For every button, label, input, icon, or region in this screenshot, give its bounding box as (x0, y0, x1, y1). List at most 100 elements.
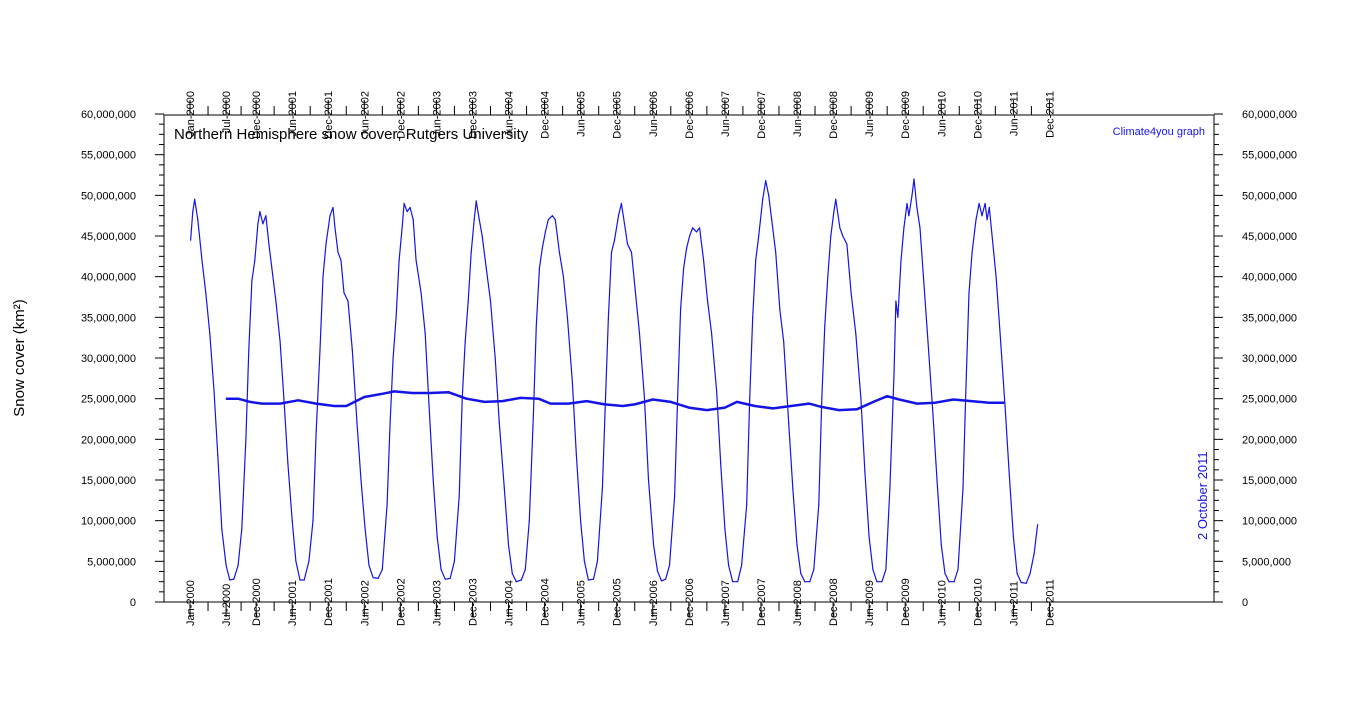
data-point (547, 219, 549, 221)
data-point (205, 292, 207, 294)
data-point (259, 211, 261, 213)
data-point (254, 259, 256, 261)
data-point (241, 528, 243, 530)
data-point (449, 577, 451, 580)
data-point (470, 251, 472, 253)
data-point (524, 568, 526, 571)
data-point (1008, 471, 1010, 473)
x-tick-label-bottom: Dec-2010 (972, 578, 984, 626)
data-point (550, 403, 552, 405)
data-point (381, 568, 383, 571)
data-point (299, 579, 301, 581)
data-point (262, 223, 264, 225)
data-point (978, 202, 980, 205)
y-tick-label-left: 30,000,000 (81, 353, 136, 365)
data-point (333, 405, 335, 407)
y-tick-label-right: 20,000,000 (1242, 434, 1297, 446)
data-point (329, 215, 331, 217)
data-point (830, 235, 832, 237)
data-point (876, 581, 878, 583)
data-point (868, 536, 870, 538)
data-point (251, 280, 253, 282)
data-point (498, 422, 500, 424)
data-point (893, 373, 895, 375)
data-point (432, 479, 434, 481)
data-point (312, 520, 314, 522)
data-point (772, 407, 774, 409)
y-tick-label-right: 35,000,000 (1242, 312, 1297, 324)
x-tick-label-top: Jun-2001 (287, 91, 299, 137)
data-point (720, 463, 722, 465)
data-point (824, 324, 826, 327)
data-point (623, 223, 626, 225)
data-point (988, 206, 990, 209)
x-tick-label-bottom: Dec-2003 (467, 578, 479, 626)
data-point (607, 316, 610, 318)
data-point (885, 568, 887, 571)
data-point (732, 581, 734, 583)
data-point (363, 396, 365, 398)
data-point (566, 316, 569, 318)
x-tick-label-top: Dec-2004 (540, 91, 552, 139)
data-point (911, 194, 913, 196)
data-point (381, 393, 383, 395)
data-point (315, 430, 317, 432)
x-tick-label-top: Jun-2011 (1008, 91, 1020, 136)
data-point (916, 403, 918, 405)
data-point (940, 544, 942, 546)
plot-frame (163, 114, 1215, 603)
data-point (420, 292, 422, 294)
data-point (952, 398, 954, 401)
y-tick-label-right: 0 (1242, 597, 1248, 609)
data-point (444, 578, 446, 580)
data-point (668, 564, 671, 567)
data-point (788, 422, 790, 424)
data-point (221, 528, 223, 530)
data-point (656, 570, 659, 572)
data-point (515, 581, 517, 583)
data-point (818, 503, 820, 505)
x-tick-label-top: Dec-2011 (1044, 91, 1056, 138)
credit-label: Climate4you graph (1113, 126, 1205, 138)
data-point (356, 422, 358, 424)
data-point (393, 390, 395, 392)
data-point (464, 341, 466, 343)
data-point (765, 180, 767, 182)
data-point (519, 397, 522, 399)
x-tick-label-top: Dec-2009 (900, 91, 912, 139)
data-point (287, 463, 289, 465)
data-point (711, 333, 713, 335)
y-tick-label-left: 0 (130, 597, 136, 609)
data-point (809, 581, 811, 583)
data-point (889, 487, 891, 489)
data-point (724, 407, 726, 409)
data-point (934, 402, 936, 404)
data-point (874, 400, 876, 402)
data-point (746, 503, 748, 505)
data-point (680, 308, 682, 310)
data-point (652, 398, 654, 401)
data-point (315, 403, 317, 405)
data-point (604, 398, 607, 400)
data-point (1003, 402, 1005, 404)
data-point (741, 564, 743, 567)
data-point (538, 398, 540, 400)
data-point (872, 568, 874, 571)
data-point (351, 349, 353, 351)
data-point (991, 235, 993, 237)
series-group (190, 178, 1039, 584)
data-point (520, 579, 522, 581)
x-tick-label-bottom: Jun-2003 (431, 580, 443, 626)
data-point (839, 227, 841, 229)
data-point (860, 398, 862, 400)
x-tick-label-bottom: Dec-2001 (323, 578, 335, 626)
data-point (194, 198, 196, 200)
data-point (850, 292, 852, 294)
data-point (386, 503, 388, 505)
data-point (245, 438, 247, 440)
x-tick-label-top: Dec-2000 (251, 91, 263, 139)
data-point (568, 403, 570, 405)
data-point (197, 219, 199, 221)
data-point (999, 333, 1001, 335)
data-point (411, 392, 413, 394)
